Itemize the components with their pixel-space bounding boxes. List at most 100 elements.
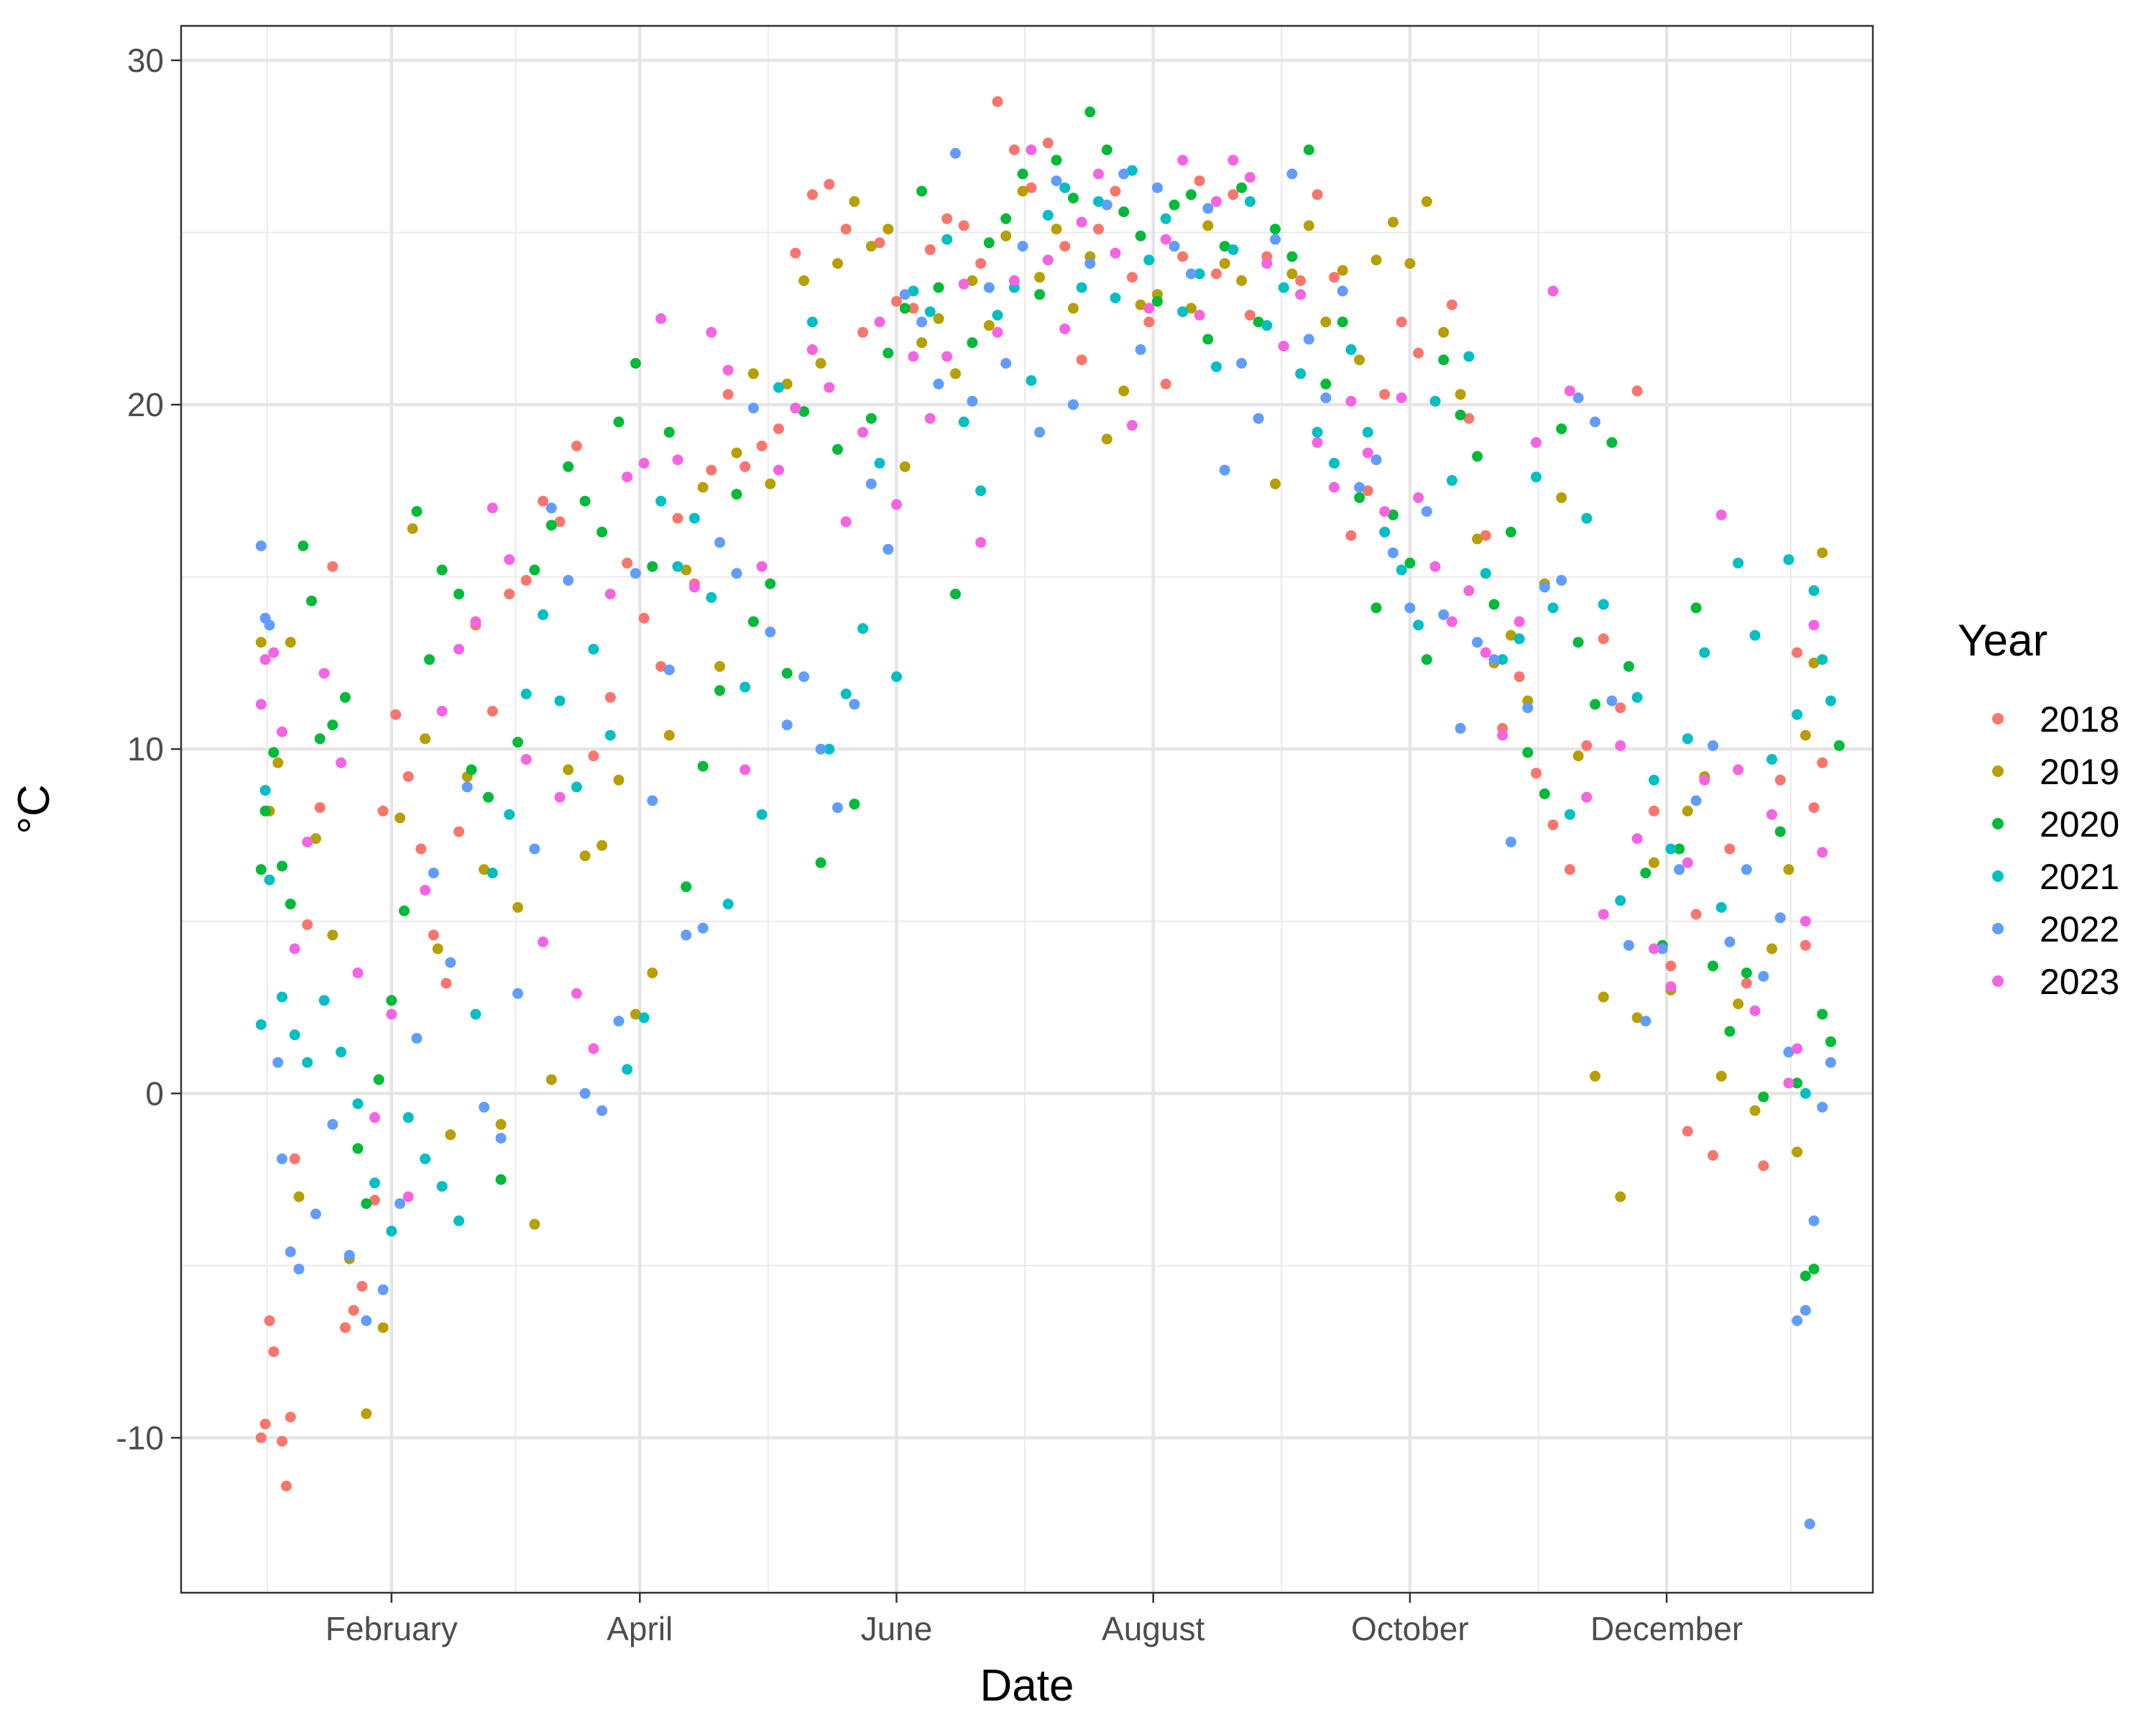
data-point-2020 xyxy=(545,520,557,531)
data-point-2023 xyxy=(1211,196,1222,207)
data-point-2022 xyxy=(461,781,473,793)
data-point-2022 xyxy=(1320,392,1332,403)
data-point-2019 xyxy=(765,478,776,489)
data-point-2019 xyxy=(1236,275,1248,286)
data-point-2021 xyxy=(756,809,768,820)
data-point-2021 xyxy=(891,671,902,682)
data-point-2022 xyxy=(285,1246,296,1258)
data-point-2022 xyxy=(1135,344,1146,355)
data-point-2021 xyxy=(554,695,566,707)
data-point-2020 xyxy=(398,905,410,916)
data-point-2018 xyxy=(277,1435,287,1447)
data-point-2018 xyxy=(1026,182,1037,193)
data-point-2021 xyxy=(1699,647,1710,658)
data-point-2019 xyxy=(1320,316,1332,328)
data-point-2018 xyxy=(314,802,326,814)
data-point-2022 xyxy=(1455,722,1466,734)
data-point-2022 xyxy=(1792,1315,1803,1326)
data-point-2021 xyxy=(1413,620,1424,631)
data-point-2018 xyxy=(874,237,885,249)
data-point-2018 xyxy=(941,213,953,224)
data-point-2019 xyxy=(1783,864,1795,875)
data-point-2019 xyxy=(849,196,860,207)
data-point-2023 xyxy=(1715,509,1727,520)
data-point-2019 xyxy=(1185,303,1197,314)
data-point-2018 xyxy=(428,929,439,941)
data-point-2021 xyxy=(1026,375,1037,386)
data-point-2023 xyxy=(277,726,287,737)
data-point-2022 xyxy=(1505,837,1516,847)
data-point-2022 xyxy=(613,1016,625,1027)
data-point-2020 xyxy=(1438,354,1450,366)
data-point-2021 xyxy=(924,306,936,318)
data-point-2023 xyxy=(958,278,969,290)
data-point-2019 xyxy=(647,967,658,979)
data-point-2020 xyxy=(681,881,692,893)
data-point-2019 xyxy=(1505,630,1516,641)
data-point-2020 xyxy=(1084,106,1096,118)
data-point-2020 xyxy=(1337,316,1348,328)
data-point-2022 xyxy=(630,568,641,579)
data-point-2022 xyxy=(815,743,826,755)
data-point-2018 xyxy=(1194,175,1205,187)
data-point-2020 xyxy=(697,760,709,772)
data-point-2020 xyxy=(1606,437,1618,448)
data-point-2022 xyxy=(1674,864,1685,875)
data-point-2020 xyxy=(1590,699,1600,710)
data-point-2020 xyxy=(424,654,435,666)
data-point-2021 xyxy=(740,681,751,693)
data-point-2023 xyxy=(1126,420,1138,431)
data-point-2022 xyxy=(1572,392,1584,403)
data-point-2021 xyxy=(1733,557,1744,569)
data-point-2019 xyxy=(883,224,894,235)
data-point-2023 xyxy=(688,581,700,593)
data-point-2022 xyxy=(781,719,793,731)
data-point-2021 xyxy=(1766,754,1777,765)
data-point-2019 xyxy=(1017,185,1028,197)
data-point-2019 xyxy=(285,637,296,648)
data-point-2023 xyxy=(571,988,582,999)
data-point-2023 xyxy=(622,472,633,483)
data-point-2020 xyxy=(1455,409,1466,420)
data-point-2020 xyxy=(1808,1264,1820,1275)
data-point-2018 xyxy=(302,919,313,930)
data-point-2021 xyxy=(992,310,1003,321)
data-point-2020 xyxy=(950,589,961,599)
data-point-2019 xyxy=(663,730,675,741)
data-point-2020 xyxy=(1572,637,1584,648)
y-tick-label: -10 xyxy=(116,1419,164,1456)
data-point-2018 xyxy=(1808,802,1820,814)
data-point-2022 xyxy=(1774,912,1786,924)
data-point-2022 xyxy=(1337,285,1348,297)
data-point-2022 xyxy=(1800,1305,1811,1316)
data-point-2018 xyxy=(622,557,633,569)
data-point-2023 xyxy=(1379,506,1391,518)
data-point-2021 xyxy=(1396,564,1407,576)
data-point-2019 xyxy=(293,1191,305,1202)
data-point-2020 xyxy=(1202,334,1214,345)
data-point-2018 xyxy=(1774,774,1786,786)
data-point-2023 xyxy=(1042,254,1054,266)
data-point-2021 xyxy=(638,1012,650,1024)
data-point-2019 xyxy=(272,757,284,768)
data-point-2022 xyxy=(1640,1016,1651,1027)
data-point-2021 xyxy=(386,1225,397,1237)
data-point-2023 xyxy=(1808,620,1820,631)
data-point-2022 xyxy=(1808,1215,1820,1226)
data-point-2021 xyxy=(874,458,885,469)
data-point-2019 xyxy=(1598,991,1609,1003)
data-point-2023 xyxy=(992,326,1003,338)
data-point-2021 xyxy=(1295,368,1307,380)
data-point-2023 xyxy=(672,454,683,466)
data-point-2022 xyxy=(579,1087,591,1099)
data-point-2020 xyxy=(1387,509,1399,520)
data-point-2021 xyxy=(1379,526,1391,538)
data-point-2023 xyxy=(740,764,751,776)
data-point-2022 xyxy=(1522,702,1534,714)
data-point-2021 xyxy=(1429,395,1441,407)
data-point-2021 xyxy=(908,285,919,297)
data-point-2018 xyxy=(280,1481,292,1491)
data-point-2021 xyxy=(318,995,330,1006)
legend-label-2023: 2023 xyxy=(2040,962,2119,1002)
data-point-2018 xyxy=(1143,316,1155,328)
